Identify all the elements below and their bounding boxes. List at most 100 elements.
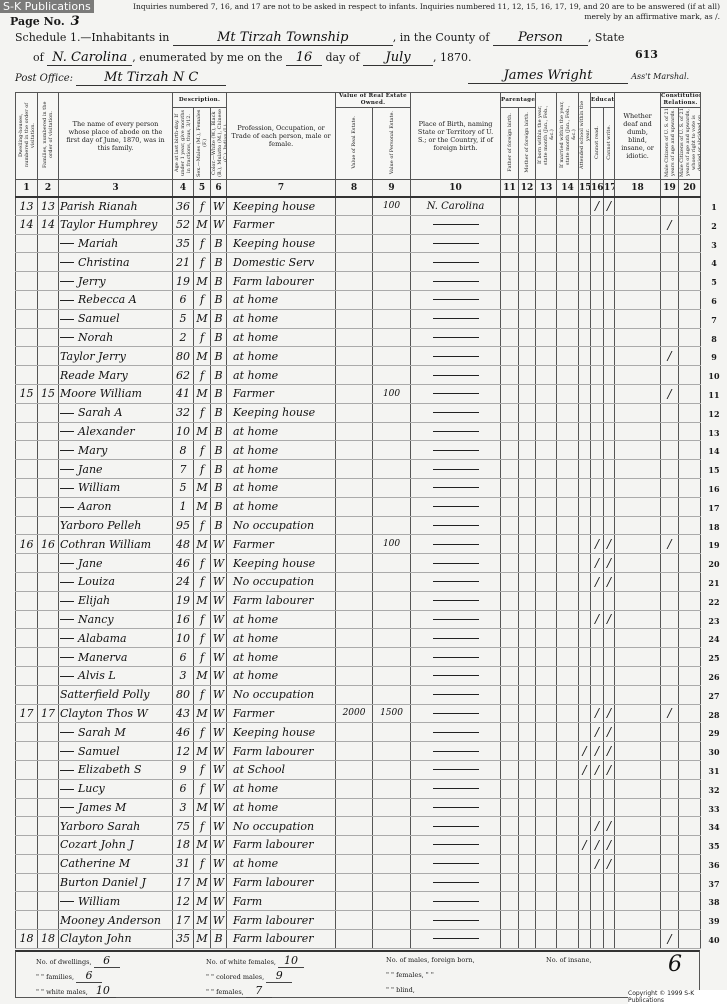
disability xyxy=(614,365,662,385)
ditto-mark xyxy=(60,619,74,621)
cannot-write: / xyxy=(603,571,616,592)
mother-foreign xyxy=(518,759,537,780)
disability xyxy=(614,835,662,855)
state: N. Carolina xyxy=(47,50,133,66)
cannot-read xyxy=(590,365,605,385)
male-citizen xyxy=(660,628,680,649)
male-citizen xyxy=(660,872,680,893)
col-header-10: Place of Birth, naming State or Territor… xyxy=(410,92,502,180)
cannot-write xyxy=(603,402,616,423)
name-text: Nancy xyxy=(78,612,114,626)
sex: M xyxy=(193,835,211,855)
col-header-text: Male Citizens of U. S. of 21 years of ag… xyxy=(663,108,676,177)
married-in-year xyxy=(556,628,580,649)
personal-estate-value xyxy=(372,816,412,837)
cannot-write xyxy=(603,421,616,442)
born-in-year xyxy=(535,741,558,761)
birthplace xyxy=(410,308,502,329)
ditto-mark xyxy=(60,657,74,659)
group-parentage: Parentage. xyxy=(500,92,537,108)
color: B xyxy=(209,271,228,291)
color: B xyxy=(209,233,228,254)
person-name: Elijah xyxy=(58,590,173,611)
married-in-year xyxy=(556,327,580,348)
color: B xyxy=(209,327,228,348)
birthplace xyxy=(410,553,502,573)
vote-denied xyxy=(678,684,702,705)
married-in-year xyxy=(556,929,580,949)
real-estate-value xyxy=(335,289,374,310)
male-citizen xyxy=(660,853,680,874)
male-citizen xyxy=(660,816,680,837)
affirmative-mark: / xyxy=(595,819,600,834)
real-estate-value xyxy=(335,402,374,423)
col-header-16: Cannot read. xyxy=(590,107,605,180)
cannot-write xyxy=(603,910,616,931)
mother-foreign xyxy=(518,308,537,329)
line-number: 24 xyxy=(708,634,720,645)
real-estate-value xyxy=(335,571,374,592)
occupation: No occupation xyxy=(226,816,337,837)
married-in-year xyxy=(556,853,580,874)
table-row: Yarboro Pelleh 95 f B No occupation xyxy=(15,515,702,536)
state-line: of N. Carolina, enumerated by me on the … xyxy=(33,50,472,66)
table-row: Samuel 5 M B at home xyxy=(15,308,702,329)
vote-denied xyxy=(678,853,702,874)
name-text: Mariah xyxy=(78,236,119,250)
col-number: 16 xyxy=(590,179,605,198)
male-citizen: / xyxy=(660,383,680,404)
father-foreign xyxy=(500,289,520,310)
name-text: Sarah A xyxy=(78,406,123,420)
ditto-mark xyxy=(60,638,74,640)
col-header-9: Value of Personal Estate. xyxy=(372,107,412,180)
mother-foreign xyxy=(518,628,537,649)
ditto-mark xyxy=(432,731,479,733)
family-number xyxy=(37,440,59,461)
dwelling-number xyxy=(15,759,38,780)
attended-school xyxy=(578,853,592,874)
affirmative-mark: / xyxy=(667,706,672,721)
vote-denied xyxy=(678,233,702,254)
sex: f xyxy=(193,647,211,667)
born-in-year xyxy=(535,196,558,216)
color: W xyxy=(209,759,228,780)
cannot-read: / xyxy=(590,722,605,743)
name-text: Alabama xyxy=(78,631,127,645)
col-header-text: Mother of foreign birth. xyxy=(524,112,531,173)
ditto-mark xyxy=(432,393,479,395)
attended-school xyxy=(578,703,592,724)
occupation: at home xyxy=(226,665,337,686)
ditto-mark xyxy=(60,469,74,471)
disability xyxy=(614,665,662,686)
occupation: at home xyxy=(226,459,337,479)
ditto-mark xyxy=(432,506,479,508)
father-foreign xyxy=(500,872,520,893)
personal-estate-value xyxy=(372,778,412,799)
ditto-mark xyxy=(432,882,479,884)
affirmative-mark: / xyxy=(607,819,612,834)
real-estate-value xyxy=(335,233,374,254)
sex: f xyxy=(193,365,211,385)
table-row: Norah 2 f B at home xyxy=(15,327,702,348)
cannot-read xyxy=(590,496,605,517)
name-text: Rebecca A xyxy=(78,293,137,307)
married-in-year xyxy=(556,346,580,367)
schedule-prefix: Schedule 1.—Inhabitants in xyxy=(15,31,170,44)
family-number xyxy=(37,271,59,291)
group-education: Education. xyxy=(590,92,616,108)
table-row: Rebecca A 6 f B at home xyxy=(15,289,702,310)
vote-denied xyxy=(678,835,702,855)
summary-dwellings: No. of dwellings, 6 xyxy=(36,954,196,969)
person-name: Lucy xyxy=(58,778,173,799)
disability xyxy=(614,553,662,573)
ditto-mark xyxy=(60,788,74,790)
person-name: Yarboro Pelleh xyxy=(58,515,173,536)
family-number xyxy=(37,891,59,912)
name-text: Cothran William xyxy=(60,537,152,551)
occupation: Keeping house xyxy=(226,233,337,254)
ditto-mark xyxy=(432,318,479,320)
ditto-mark xyxy=(432,806,479,808)
col-number: 1 xyxy=(15,179,38,198)
col-header-14: If married within the year, state month … xyxy=(556,92,580,180)
table-row: Mary 8 f B at home xyxy=(15,440,702,461)
